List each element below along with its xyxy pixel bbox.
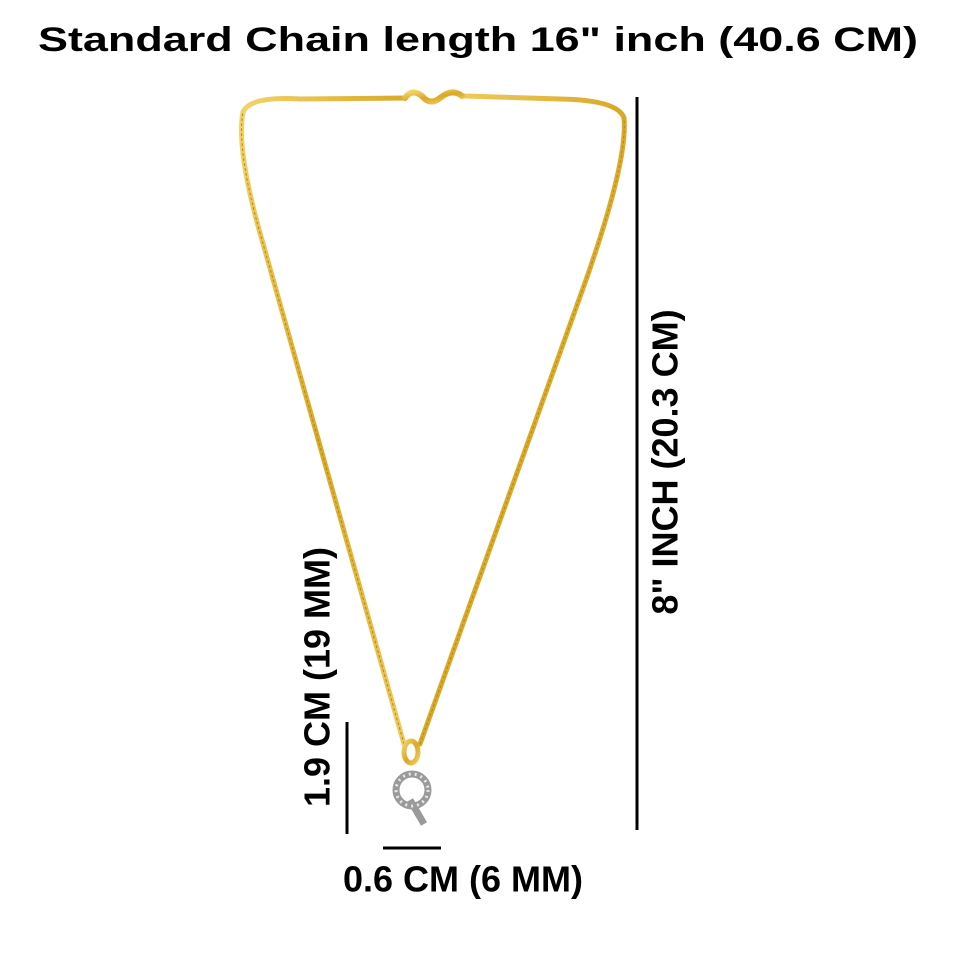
drop-label: 8" INCH (20.3 CM) [645, 309, 686, 614]
height-label: 1.9 CM (19 MM) [297, 547, 338, 807]
pendant-stones [394, 772, 430, 808]
chain-links-left [241, 111, 405, 745]
title: Standard Chain length 16" inch (40.6 CM) [38, 21, 918, 59]
width-label: 0.6 CM (6 MM) [343, 859, 583, 900]
pendant [392, 770, 432, 826]
chain-links-right [419, 117, 625, 745]
necklace [239, 89, 627, 766]
pendant-tail [406, 798, 428, 826]
bail [401, 738, 421, 766]
clasp [402, 89, 465, 105]
